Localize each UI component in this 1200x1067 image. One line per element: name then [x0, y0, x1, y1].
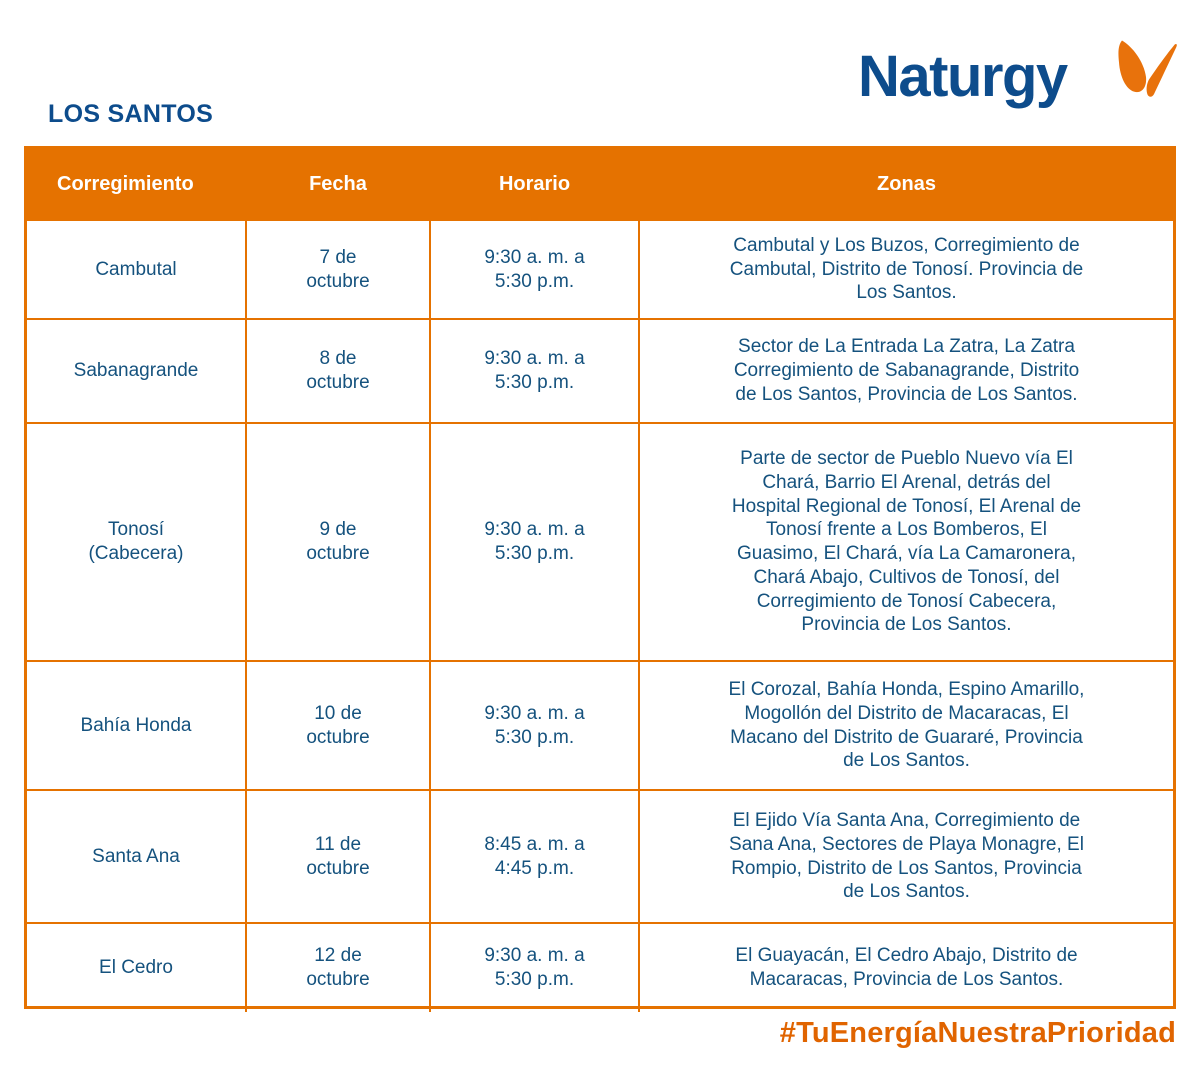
svg-text:Naturgy: Naturgy [858, 44, 1068, 109]
